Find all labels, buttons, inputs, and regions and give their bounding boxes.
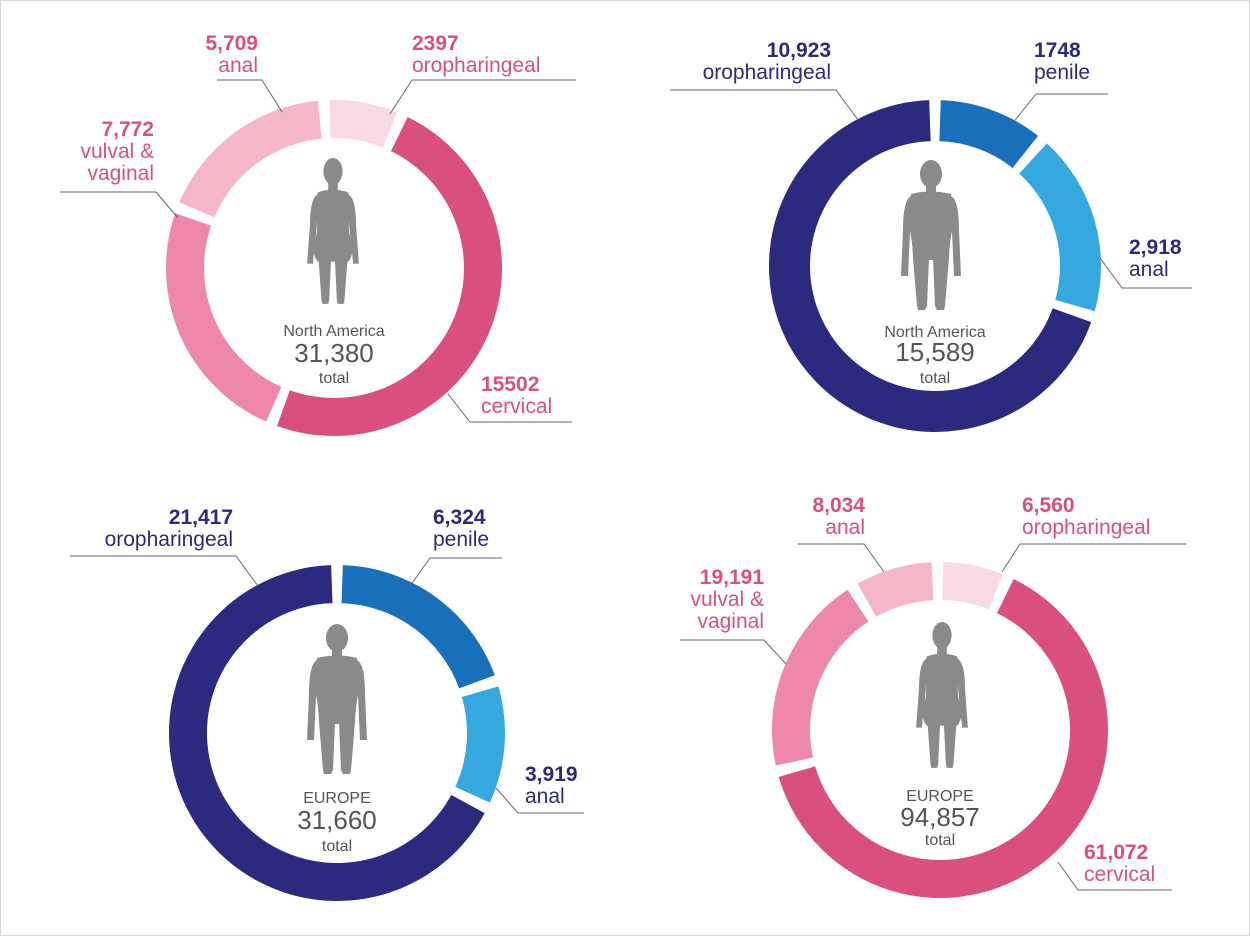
data-label-name-oropharingeal: oropharingeal bbox=[105, 528, 233, 551]
data-label-value-vulval-vaginal: 19,191 bbox=[700, 566, 765, 589]
total-value: 31,660 bbox=[297, 805, 377, 835]
data-label-name-cervical: cervical bbox=[1084, 863, 1155, 886]
slice-anal bbox=[1019, 143, 1101, 312]
data-label-name-anal: anal bbox=[1129, 258, 1169, 281]
data-label-name-vulval-vaginal: vulval & bbox=[690, 588, 764, 611]
female-figure-icon bbox=[916, 622, 968, 768]
data-label-value-penile: 6,324 bbox=[433, 506, 486, 529]
data-label-value-oropharingeal: 10,923 bbox=[767, 39, 831, 62]
data-label-name-anal: anal bbox=[218, 54, 258, 77]
data-label-name-penile: penile bbox=[1034, 61, 1090, 84]
data-label-name-cervical: cervical bbox=[481, 395, 552, 418]
total-label: total bbox=[925, 832, 955, 849]
total-value: 31,380 bbox=[294, 338, 374, 368]
total-label: total bbox=[920, 370, 950, 387]
leader-line-vulval-vaginal bbox=[60, 191, 179, 219]
region-label: North America bbox=[283, 323, 384, 340]
data-label-value-oropharingeal: 21,417 bbox=[169, 506, 233, 529]
leader-line-anal bbox=[1099, 257, 1192, 289]
data-label-value-anal: 8,034 bbox=[812, 494, 865, 517]
data-label-value-anal: 2,918 bbox=[1129, 236, 1182, 259]
data-label-value-cervical: 61,072 bbox=[1084, 841, 1148, 864]
slice-penile bbox=[939, 100, 1039, 168]
data-label-name-penile: penile bbox=[433, 528, 489, 551]
male-figure-icon bbox=[901, 160, 961, 310]
total-value: 15,589 bbox=[895, 337, 975, 367]
region-label: North America bbox=[884, 324, 985, 341]
slice-oropharingeal bbox=[329, 100, 397, 148]
male-figure-icon bbox=[307, 624, 367, 774]
data-label-name-oropharingeal: oropharingeal bbox=[703, 61, 831, 84]
data-label-value-anal: 5,709 bbox=[205, 32, 258, 55]
female-figure-icon bbox=[307, 158, 359, 304]
leader-line-penile bbox=[409, 557, 502, 587]
leader-line-oropharingeal bbox=[70, 555, 259, 587]
data-label-name-anal: anal bbox=[525, 785, 565, 808]
leader-line-cervical bbox=[447, 393, 572, 423]
region-label: EUROPE bbox=[906, 788, 974, 805]
leader-line-oropharingeal bbox=[389, 79, 576, 115]
slice-vulval-vaginal bbox=[165, 213, 282, 422]
leader-line-anal bbox=[798, 543, 885, 573]
leader-line-vulval-vaginal bbox=[680, 639, 787, 665]
slice-anal bbox=[455, 686, 505, 803]
data-label-name-vulval-vaginal: vaginal bbox=[87, 162, 154, 185]
data-label-value-anal: 3,919 bbox=[525, 763, 578, 786]
slice-cervical bbox=[276, 117, 503, 437]
data-label-name-vulval-vaginal: vaginal bbox=[697, 610, 764, 633]
slice-penile bbox=[341, 565, 495, 689]
data-label-name-oropharingeal: oropharingeal bbox=[1022, 516, 1150, 539]
leader-line-penile bbox=[1011, 93, 1108, 125]
data-label-name-oropharingeal: oropharingeal bbox=[412, 54, 540, 77]
leader-line-oropharingeal bbox=[670, 89, 859, 121]
total-label: total bbox=[322, 838, 352, 855]
slice-anal bbox=[857, 562, 934, 617]
data-label-value-oropharingeal: 6,560 bbox=[1022, 494, 1075, 517]
data-label-value-vulval-vaginal: 7,772 bbox=[101, 118, 154, 141]
leader-line-anal bbox=[217, 79, 283, 113]
total-label: total bbox=[319, 370, 349, 387]
slice-oropharingeal bbox=[942, 562, 1003, 610]
data-label-name-anal: anal bbox=[825, 516, 865, 539]
leader-line-oropharingeal bbox=[1001, 543, 1186, 573]
leader-line-cervical bbox=[1057, 861, 1172, 891]
region-label: EUROPE bbox=[303, 790, 371, 807]
slice-vulval-vaginal bbox=[772, 589, 869, 766]
data-label-value-cervical: 15502 bbox=[481, 373, 539, 396]
leader-line-anal bbox=[495, 787, 584, 814]
slice-anal bbox=[179, 100, 322, 218]
data-label-value-penile: 1748 bbox=[1034, 39, 1081, 62]
data-label-name-vulval-vaginal: vulval & bbox=[80, 140, 154, 163]
total-value: 94,857 bbox=[900, 802, 980, 832]
data-label-value-oropharingeal: 2397 bbox=[412, 32, 459, 55]
